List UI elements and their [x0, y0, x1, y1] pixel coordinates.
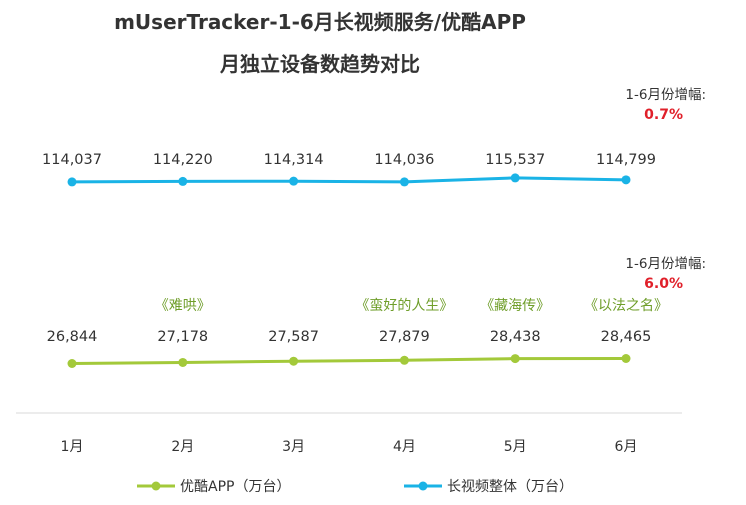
overall-growth-value: 0.7% [644, 107, 683, 123]
annotation-label: 《藏海传》 [480, 298, 550, 314]
youku-data-label: 28,438 [490, 329, 541, 345]
x-tick-label: 2月 [171, 439, 194, 455]
youku-growth-label: 1-6月份增幅: [625, 256, 706, 272]
series-youku: 26,844 27,178 27,587 27,879 28,438 28,465 [47, 329, 652, 368]
annotation-label: 《蛮好的人生》 [355, 297, 453, 314]
youku-point [289, 356, 299, 366]
x-tick-label: 6月 [615, 439, 638, 455]
series-overall: 114,037 114,220 114,314 114,036 115,537 114,7… [42, 152, 656, 187]
annotation-label: 《难哄》 [155, 298, 211, 314]
youku-point [67, 359, 77, 368]
legend-youku-label: 优酷APP（万台） [180, 479, 290, 495]
youku-point [399, 355, 409, 365]
youku-data-label: 27,178 [157, 329, 208, 345]
youku-data-label: 26,844 [47, 329, 98, 345]
overall-data-label: 114,037 [42, 152, 102, 168]
youku-data-label: 27,587 [268, 329, 319, 345]
overall-point [178, 176, 188, 186]
legend-overall-marker [418, 481, 428, 491]
overall-data-label: 114,799 [596, 152, 656, 168]
youku-point [510, 354, 520, 364]
chart-title-line1: mUserTracker-1-6月长视频服务/优酷APP [114, 10, 526, 34]
overall-point [289, 176, 299, 186]
overall-data-label: 114,314 [264, 152, 324, 168]
overall-line [71, 176, 627, 184]
x-axis-ticks: 1月 2月 3月 4月 5月 6月 [61, 439, 638, 455]
overall-point [621, 175, 631, 185]
overall-point [510, 173, 520, 183]
annotations: 《难哄》 《蛮好的人生》 《藏海传》 《以法之名》 [155, 297, 668, 314]
x-tick-label: 1月 [61, 439, 84, 455]
overall-data-label: 115,537 [485, 152, 545, 168]
overall-point [399, 177, 409, 187]
youku-point [178, 357, 188, 367]
legend: 优酷APP（万台） 长视频整体（万台） [137, 479, 573, 495]
annotation-label: 《以法之名》 [584, 298, 668, 314]
legend-overall-label: 长视频整体（万台） [447, 479, 573, 495]
youku-data-label: 27,879 [379, 329, 430, 345]
overall-data-label: 114,036 [374, 152, 434, 168]
x-tick-label: 3月 [282, 439, 305, 455]
chart-title-line2: 月独立设备数趋势对比 [219, 52, 420, 76]
x-tick-label: 4月 [393, 439, 416, 455]
x-tick-label: 5月 [504, 439, 527, 455]
youku-data-label: 28,465 [601, 329, 652, 345]
legend-youku-marker [151, 481, 161, 491]
overall-growth-label: 1-6月份增幅: [625, 87, 706, 103]
youku-point [621, 354, 631, 363]
overall-data-label: 114,220 [153, 152, 213, 168]
overall-point [67, 177, 77, 187]
youku-growth-value: 6.0% [644, 276, 683, 292]
youku-line [71, 357, 627, 365]
